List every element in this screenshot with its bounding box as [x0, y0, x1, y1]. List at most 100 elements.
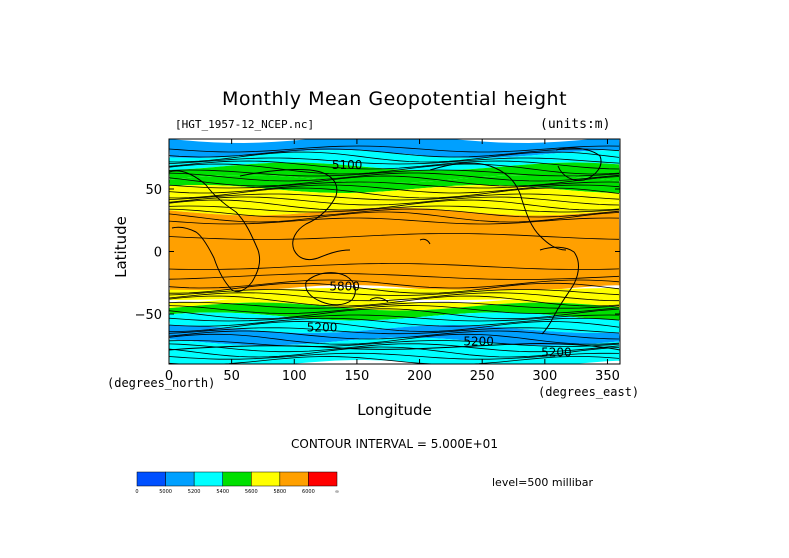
- y-tick-label: 50: [145, 183, 162, 198]
- coastline-greenland: [555, 147, 602, 181]
- x-tick-label: 300: [532, 369, 557, 384]
- contour-line: [169, 356, 620, 364]
- heatmap-band: [169, 295, 620, 311]
- x-axis-label: Longitude: [0, 401, 789, 419]
- x-axis-label-text: Longitude: [357, 401, 432, 419]
- contour-line: [169, 330, 620, 340]
- colorbar-swatch: [279, 471, 309, 487]
- colorbar-label: 5000: [159, 489, 172, 495]
- contour-line: [169, 292, 620, 302]
- contour-line: [169, 352, 620, 360]
- x-tick-label: 250: [470, 369, 495, 384]
- level-label: level=500 millibar: [492, 476, 594, 489]
- colorbar-label: 5800: [273, 489, 286, 495]
- chart-title: Monthly Mean Geopotential height: [221, 88, 568, 110]
- contour-line: [169, 163, 620, 175]
- contour-line: [169, 301, 620, 309]
- units-label: (units:m): [540, 117, 611, 132]
- contour-line: [169, 308, 620, 320]
- contour-line: [169, 160, 620, 170]
- y-tick-label: 0: [154, 246, 162, 261]
- heatmap-band: [169, 207, 620, 293]
- contour-line: [169, 233, 620, 240]
- coastline-asia: [239, 168, 351, 261]
- colorbar-label: 0: [135, 489, 138, 495]
- contour-line: [169, 196, 620, 206]
- contour-line: [169, 321, 620, 332]
- contour-line: [169, 289, 620, 296]
- contour-line: [169, 145, 620, 153]
- colorbar-label: 5200: [188, 489, 201, 495]
- heatmap-band: [169, 325, 620, 346]
- x-tick-label: 50: [223, 369, 240, 384]
- file-label: [HGT_1957-12_NCEP.nc]: [175, 118, 315, 131]
- contour-line: [169, 193, 620, 201]
- contour-line: [169, 217, 620, 225]
- contour-line: [169, 340, 620, 347]
- coastline-pacific-islands: [369, 238, 431, 303]
- contour-label: 5800: [329, 279, 360, 293]
- coastline-layer: [169, 147, 620, 351]
- contour-line: [169, 211, 620, 223]
- coastline-antarctica: [169, 342, 620, 351]
- colorbar-label: 5600: [245, 489, 258, 495]
- x-unit-note: (degrees_east): [538, 385, 640, 399]
- colorbar-label: 5400: [216, 489, 229, 495]
- contour-line: [169, 208, 620, 218]
- contour-line: [169, 187, 620, 199]
- y-unit-note: (degrees_north): [107, 376, 216, 390]
- axis-ticks: 0 50 100 150 200 250 300 350 50 0 −50: [135, 139, 620, 384]
- contour-line: [169, 295, 620, 307]
- contour-line: [169, 263, 620, 270]
- contour-line: [169, 282, 620, 294]
- contour-line: [169, 205, 620, 213]
- colorbar-swatch: [251, 471, 281, 487]
- coastline-africa-europe: [169, 170, 261, 293]
- x-tick-label: 150: [345, 369, 370, 384]
- contour-line: [169, 157, 620, 165]
- contour-line: [169, 181, 620, 189]
- contour-line: [169, 169, 620, 177]
- y-tick-label: −50: [135, 308, 162, 323]
- colorbar: 0 5000 5200 5400 5600 5800 6000 ∞: [135, 471, 339, 495]
- colorbar-swatch: [165, 471, 195, 487]
- contour-interval-text: CONTOUR INTERVAL = 5.000E+01: [291, 437, 498, 451]
- contour-line: [169, 279, 620, 289]
- contour-line: [169, 343, 620, 353]
- contour-line: [169, 305, 620, 314]
- contour-line: [169, 184, 620, 194]
- y-axis-label: Latitude: [112, 216, 130, 278]
- contour-interval: CONTOUR INTERVAL = 5.000E+01: [0, 437, 789, 451]
- x-tick-label: 0: [165, 369, 173, 384]
- colorbar-swatch: [308, 471, 338, 487]
- contour-line: [169, 317, 620, 327]
- colorbar-swatch: [222, 471, 252, 487]
- contour-line: [169, 199, 620, 211]
- coastline-north-america: [429, 162, 567, 251]
- colorbar-label: 6000: [302, 489, 315, 495]
- x-tick-label: 200: [407, 369, 432, 384]
- heatmap-band: [169, 162, 620, 183]
- contour-line: [169, 346, 620, 358]
- contour-line: [169, 172, 620, 182]
- contour-line: [169, 151, 620, 163]
- contour-lines: [169, 145, 620, 364]
- contour-labels: 5100 5200 5200 5200 5800: [307, 158, 572, 360]
- contour-label: 5200: [307, 321, 338, 335]
- colorbar-swatch: [136, 471, 166, 487]
- contour-line: [169, 327, 620, 335]
- contour-line: [169, 273, 620, 280]
- contour-label: 5200: [463, 334, 494, 348]
- colorbar-label: ∞: [335, 489, 339, 495]
- contour-line: [169, 314, 620, 322]
- contour-line: [169, 148, 620, 158]
- contour-line: [169, 333, 620, 345]
- contour-label: 5200: [541, 346, 572, 360]
- contour-label: 5100: [332, 158, 363, 172]
- x-tick-label: 350: [595, 369, 620, 384]
- heatmap-band: [169, 195, 620, 216]
- contour-line: [169, 175, 620, 187]
- colorbar-swatch: [193, 471, 223, 487]
- heatmap-band: [169, 139, 620, 158]
